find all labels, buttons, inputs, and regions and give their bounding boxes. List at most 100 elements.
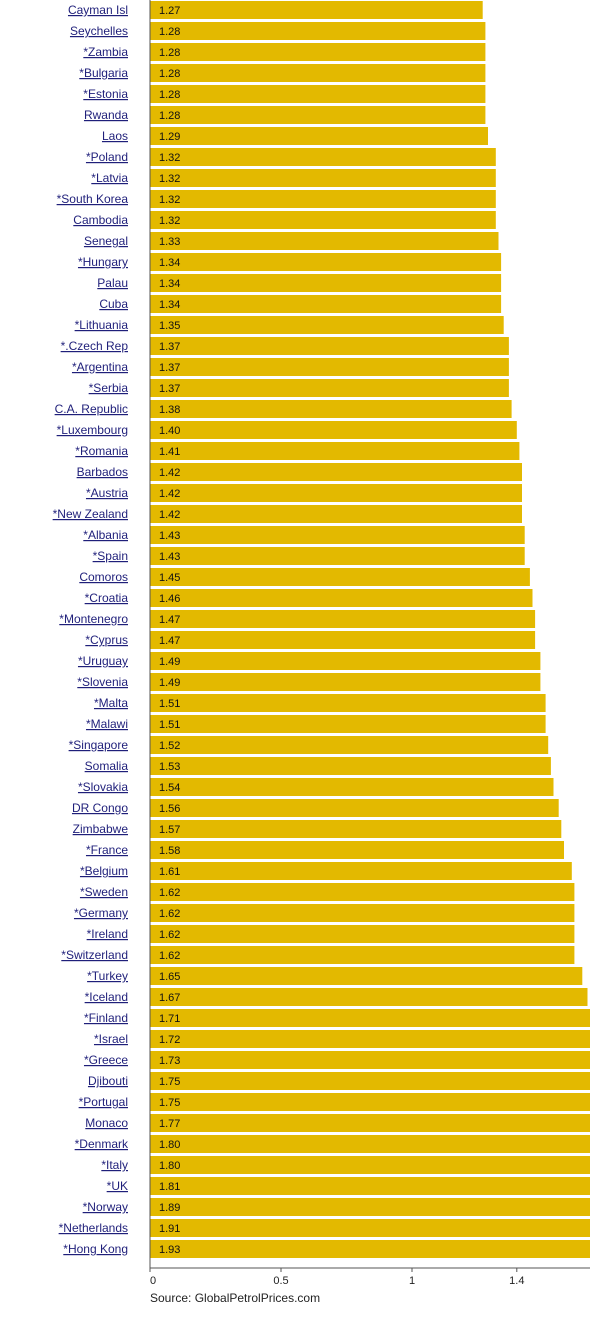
category-label[interactable]: *Germany bbox=[74, 906, 128, 920]
category-label[interactable]: *Turkey bbox=[87, 969, 128, 983]
bar bbox=[150, 274, 502, 292]
category-label[interactable]: Djibouti bbox=[88, 1074, 128, 1088]
bar bbox=[150, 1219, 590, 1237]
data-label: 1.53 bbox=[159, 761, 180, 773]
bar bbox=[150, 337, 509, 355]
category-label[interactable]: *Bulgaria bbox=[79, 66, 128, 80]
data-label: 1.47 bbox=[159, 635, 180, 647]
category-label[interactable]: Comoros bbox=[79, 570, 128, 584]
data-label: 1.93 bbox=[159, 1244, 180, 1256]
bar bbox=[150, 1177, 590, 1195]
category-label[interactable]: *Sweden bbox=[80, 885, 128, 899]
category-label[interactable]: Cayman Isl bbox=[68, 3, 128, 17]
category-label[interactable]: *Switzerland bbox=[61, 948, 128, 962]
category-label[interactable]: Seychelles bbox=[70, 24, 128, 38]
category-label[interactable]: *Luxembourg bbox=[57, 423, 128, 437]
category-label[interactable]: *Israel bbox=[94, 1032, 128, 1046]
category-label[interactable]: *Italy bbox=[101, 1158, 128, 1172]
category-label[interactable]: Barbados bbox=[77, 465, 128, 479]
bar bbox=[150, 1009, 590, 1027]
category-label[interactable]: Laos bbox=[102, 129, 128, 143]
category-label[interactable]: Cambodia bbox=[73, 213, 128, 227]
category-label[interactable]: Senegal bbox=[84, 234, 128, 248]
category-label[interactable]: Palau bbox=[97, 276, 128, 290]
data-label: 1.35 bbox=[159, 320, 180, 332]
category-label[interactable]: *Slovenia bbox=[77, 675, 128, 689]
category-label[interactable]: *Belgium bbox=[80, 864, 128, 878]
category-label[interactable]: *Malawi bbox=[86, 717, 128, 731]
category-label[interactable]: *Portugal bbox=[79, 1095, 128, 1109]
category-label[interactable]: *Finland bbox=[84, 1011, 128, 1025]
bar bbox=[150, 295, 502, 313]
bar bbox=[150, 799, 559, 817]
category-label[interactable]: *Poland bbox=[86, 150, 128, 164]
bar bbox=[150, 568, 530, 586]
data-label: 1.34 bbox=[159, 299, 180, 311]
category-label[interactable]: *Netherlands bbox=[59, 1221, 128, 1235]
bar bbox=[150, 85, 486, 103]
data-label: 1.42 bbox=[159, 488, 180, 500]
bar bbox=[150, 757, 551, 775]
data-label: 1.89 bbox=[159, 1202, 180, 1214]
bar bbox=[150, 820, 562, 838]
category-label[interactable]: *Hungary bbox=[78, 255, 128, 269]
category-label[interactable]: *Slovakia bbox=[78, 780, 128, 794]
category-label[interactable]: *Greece bbox=[84, 1053, 128, 1067]
category-label[interactable]: Rwanda bbox=[84, 108, 128, 122]
category-label[interactable]: *Zambia bbox=[83, 45, 128, 59]
category-label[interactable]: Cuba bbox=[99, 297, 128, 311]
x-tick-label: 0.5 bbox=[273, 1275, 288, 1287]
category-label[interactable]: *Cyprus bbox=[85, 633, 128, 647]
category-label[interactable]: *Latvia bbox=[91, 171, 128, 185]
data-label: 1.42 bbox=[159, 509, 180, 521]
bar bbox=[150, 1114, 590, 1132]
category-label[interactable]: *New Zealand bbox=[53, 507, 128, 521]
category-label[interactable]: Zimbabwe bbox=[73, 822, 129, 836]
category-label[interactable]: *Romania bbox=[75, 444, 128, 458]
data-label: 1.51 bbox=[159, 719, 180, 731]
bar bbox=[150, 841, 564, 859]
data-label: 1.49 bbox=[159, 677, 180, 689]
category-label[interactable]: *Montenegro bbox=[59, 612, 128, 626]
category-label[interactable]: *Serbia bbox=[89, 381, 129, 395]
category-label[interactable]: *Croatia bbox=[85, 591, 129, 605]
data-label: 1.37 bbox=[159, 341, 180, 353]
bar bbox=[150, 883, 575, 901]
category-label[interactable]: DR Congo bbox=[72, 801, 128, 815]
category-label[interactable]: *Malta bbox=[94, 696, 128, 710]
data-label: 1.77 bbox=[159, 1118, 180, 1130]
category-label[interactable]: *.Czech Rep bbox=[61, 339, 129, 353]
category-label[interactable]: *Ireland bbox=[87, 927, 128, 941]
bar bbox=[150, 1135, 590, 1153]
category-label[interactable]: *Denmark bbox=[75, 1137, 129, 1151]
category-label[interactable]: *Austria bbox=[86, 486, 128, 500]
category-label[interactable]: *Spain bbox=[93, 549, 128, 563]
data-label: 1.32 bbox=[159, 152, 180, 164]
category-label[interactable]: *South Korea bbox=[57, 192, 129, 206]
category-label[interactable]: *Albania bbox=[83, 528, 128, 542]
bar bbox=[150, 778, 554, 796]
category-label[interactable]: Somalia bbox=[85, 759, 129, 773]
category-label[interactable]: Monaco bbox=[85, 1116, 128, 1130]
bar bbox=[150, 925, 575, 943]
category-label[interactable]: *Singapore bbox=[69, 738, 129, 752]
category-label[interactable]: C.A. Republic bbox=[55, 402, 128, 416]
category-label[interactable]: *Norway bbox=[83, 1200, 128, 1214]
data-label: 1.28 bbox=[159, 89, 180, 101]
category-label[interactable]: *UK bbox=[107, 1179, 128, 1193]
data-label: 1.81 bbox=[159, 1181, 180, 1193]
bar bbox=[150, 1051, 590, 1069]
bar bbox=[150, 316, 504, 334]
category-label[interactable]: *Iceland bbox=[85, 990, 128, 1004]
category-label[interactable]: *Hong Kong bbox=[63, 1242, 128, 1256]
category-label[interactable]: *Uruguay bbox=[78, 654, 128, 668]
data-label: 1.47 bbox=[159, 614, 180, 626]
bar bbox=[150, 127, 488, 145]
category-label[interactable]: *France bbox=[86, 843, 128, 857]
category-label[interactable]: *Lithuania bbox=[75, 318, 129, 332]
category-label[interactable]: *Argentina bbox=[72, 360, 128, 374]
category-label[interactable]: *Estonia bbox=[83, 87, 128, 101]
bar bbox=[150, 694, 546, 712]
source-note: Source: GlobalPetrolPrices.com bbox=[150, 1291, 321, 1305]
data-label: 1.52 bbox=[159, 740, 180, 752]
